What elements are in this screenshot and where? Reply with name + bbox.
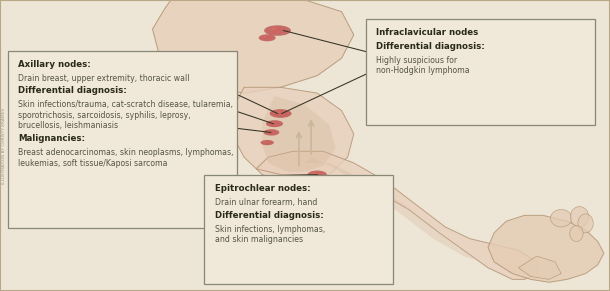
Text: Malignancies:: Malignancies: [18,134,85,143]
Ellipse shape [551,210,572,227]
Text: Drain ulnar forearm, hand: Drain ulnar forearm, hand [215,198,317,207]
Text: Infraclavicular nodes: Infraclavicular nodes [376,28,479,37]
Ellipse shape [262,36,272,40]
Ellipse shape [270,28,277,30]
Ellipse shape [307,171,327,179]
Text: Skin infections, lymphomas,
and skin malignancies: Skin infections, lymphomas, and skin mal… [215,225,325,244]
Ellipse shape [260,140,274,145]
Ellipse shape [270,109,292,118]
Polygon shape [232,87,354,180]
FancyBboxPatch shape [8,51,237,228]
Ellipse shape [264,25,291,36]
Ellipse shape [262,36,267,38]
Ellipse shape [311,172,323,177]
Polygon shape [262,96,336,172]
Text: Differential diagnosis:: Differential diagnosis: [18,86,127,95]
Polygon shape [256,151,537,279]
Ellipse shape [259,34,276,41]
Ellipse shape [264,129,279,136]
Text: Epitrochlear nodes:: Epitrochlear nodes: [215,184,310,193]
Ellipse shape [266,120,283,127]
FancyBboxPatch shape [204,175,393,284]
Ellipse shape [267,130,276,134]
Ellipse shape [578,214,593,233]
Polygon shape [305,157,482,262]
Polygon shape [518,256,561,279]
Ellipse shape [274,111,287,116]
Ellipse shape [267,131,271,132]
Text: Axillary nodes:: Axillary nodes: [18,60,91,69]
Ellipse shape [270,27,285,34]
Ellipse shape [274,111,280,113]
Ellipse shape [312,173,317,174]
Ellipse shape [570,226,583,242]
Polygon shape [152,0,354,93]
Text: Drain breast, upper extremity, thoracic wall: Drain breast, upper extremity, thoracic … [18,74,190,83]
Text: Highly suspicious for
non-Hodgkin lymphoma: Highly suspicious for non-Hodgkin lympho… [376,56,470,75]
Ellipse shape [263,141,271,144]
Ellipse shape [264,141,267,142]
Text: Differential diagnosis:: Differential diagnosis: [376,42,485,51]
Text: Differential diagnosis:: Differential diagnosis: [215,211,323,220]
Ellipse shape [570,207,589,227]
Ellipse shape [270,122,274,123]
FancyBboxPatch shape [366,19,595,125]
Text: Breast adenocarcinomas, skin neoplasms, lymphomas,
leukemias, soft tissue/Kaposi: Breast adenocarcinomas, skin neoplasms, … [18,148,234,168]
Text: ILLUSTRATION BY CHRISTY KRAMES: ILLUSTRATION BY CHRISTY KRAMES [2,107,6,184]
Polygon shape [488,215,604,282]
Text: Skin infections/trauma, cat-scratch disease, tularemia,
sporotrichosis, sarcoido: Skin infections/trauma, cat-scratch dise… [18,100,233,130]
Ellipse shape [270,122,279,126]
